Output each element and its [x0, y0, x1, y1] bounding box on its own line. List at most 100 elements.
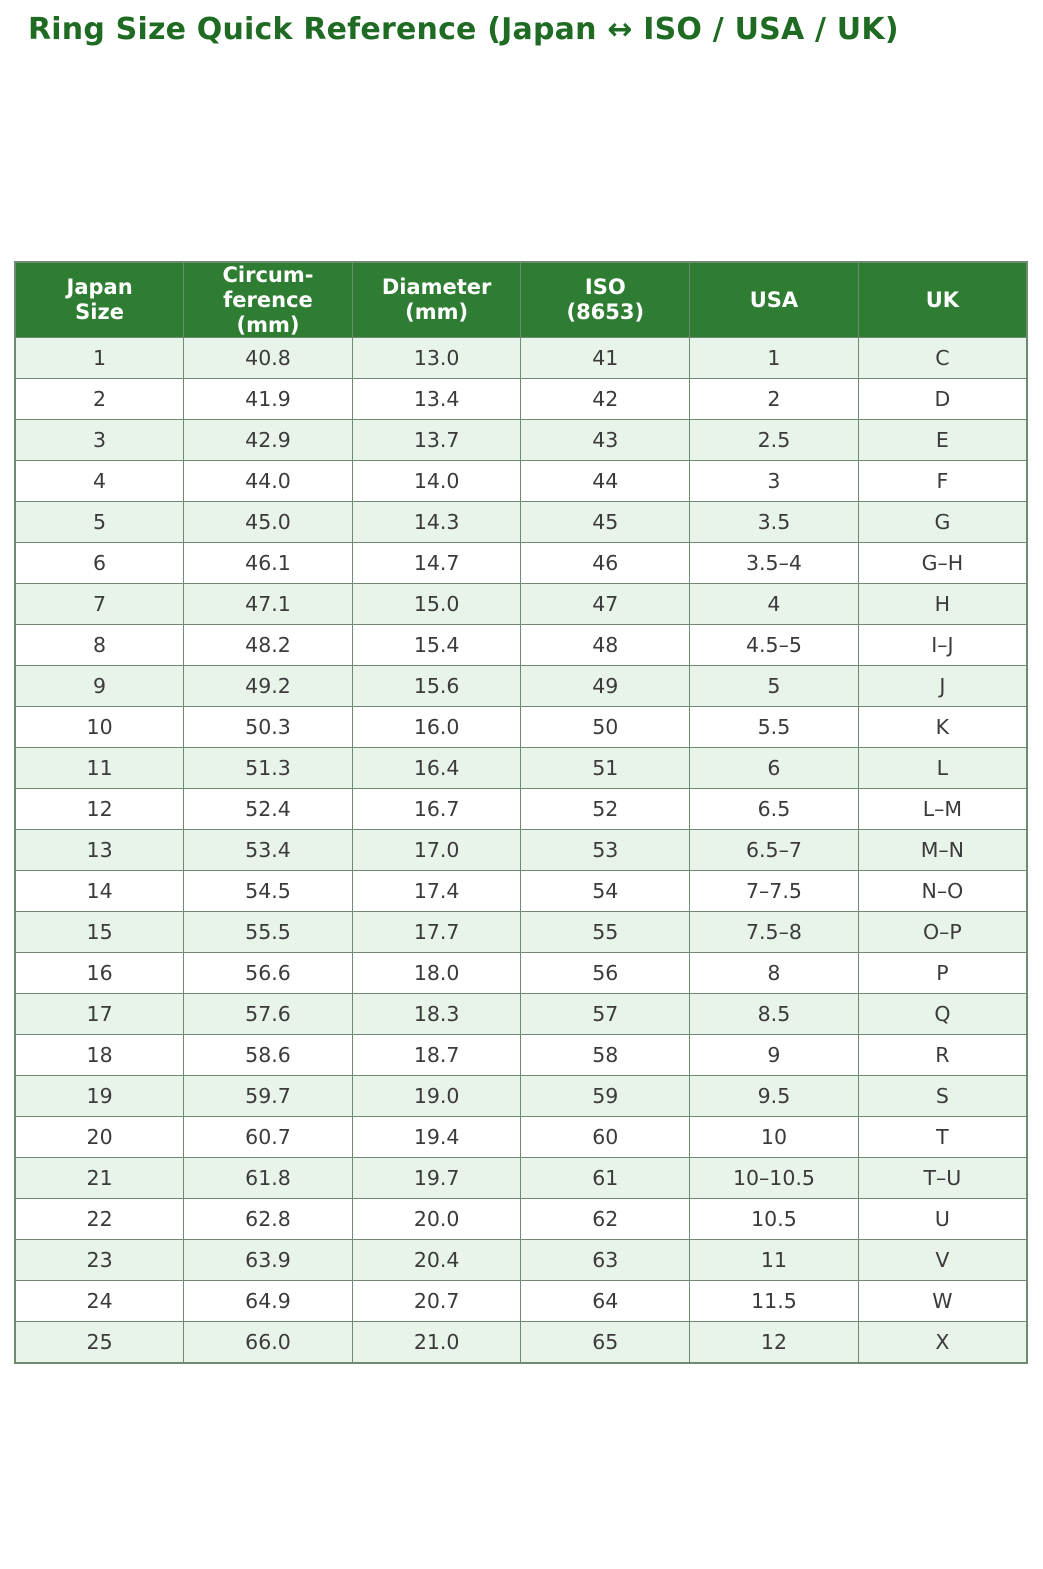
table-cell: F [857, 460, 1028, 503]
table-cell: 65 [520, 1321, 691, 1364]
table-row: 20 60.7 19.4 60 10 T [14, 1116, 1028, 1159]
table-cell: 2 [14, 378, 185, 421]
column-header: Circum- ference (mm) [183, 261, 353, 339]
table-cell: 16.4 [351, 747, 522, 790]
table-cell: 14 [14, 870, 185, 913]
table-cell: 19 [14, 1075, 185, 1118]
table-cell: 5.5 [689, 706, 859, 749]
table-cell: 16 [14, 952, 185, 995]
table-row: 13 53.4 17.0 53 6.5–7 M–N [14, 829, 1028, 872]
table-cell: 49.2 [183, 665, 353, 708]
table-cell: 13.4 [351, 378, 522, 421]
table-cell: 10 [14, 706, 185, 749]
table-cell: T [857, 1116, 1028, 1159]
table-cell: 21.0 [351, 1321, 522, 1364]
table-cell: 58 [520, 1034, 691, 1077]
table-cell: 20.7 [351, 1280, 522, 1323]
table-row: 14 54.5 17.4 54 7–7.5 N–O [14, 870, 1028, 913]
table-cell: 17.0 [351, 829, 522, 872]
table-cell: 48 [520, 624, 691, 667]
table-cell: 61.8 [183, 1157, 353, 1200]
table-cell: 14.7 [351, 542, 522, 585]
table-cell: W [857, 1280, 1028, 1323]
table-header: Japan Size Circum- ference (mm) Diameter (… [14, 261, 1028, 339]
table-cell: 17.4 [351, 870, 522, 913]
column-header: Japan Size [14, 261, 185, 339]
table-cell: 55 [520, 911, 691, 954]
table-cell: 7 [14, 583, 185, 626]
table-row: 1 40.8 13.0 41 1 C [14, 337, 1028, 380]
table-cell: 62 [520, 1198, 691, 1241]
table-cell: 52 [520, 788, 691, 831]
table-cell: 60.7 [183, 1116, 353, 1159]
table-row: 19 59.7 19.0 59 9.5 S [14, 1075, 1028, 1118]
table-cell: 7.5–8 [689, 911, 859, 954]
table-cell: 13.7 [351, 419, 522, 462]
table-cell: I–J [857, 624, 1028, 667]
table-cell: 58.6 [183, 1034, 353, 1077]
table-row: 24 64.9 20.7 64 11.5 W [14, 1280, 1028, 1323]
table-cell: 44.0 [183, 460, 353, 503]
table-cell: 10 [689, 1116, 859, 1159]
table-cell: H [857, 583, 1028, 626]
table-cell: L [857, 747, 1028, 790]
table-row: 10 50.3 16.0 50 5.5 K [14, 706, 1028, 749]
table-cell: 59.7 [183, 1075, 353, 1118]
table-cell: 9 [14, 665, 185, 708]
table-cell: 7–7.5 [689, 870, 859, 913]
table-cell: 49 [520, 665, 691, 708]
table-cell: S [857, 1075, 1028, 1118]
table-cell: 4 [14, 460, 185, 503]
table-row: 22 62.8 20.0 62 10.5 U [14, 1198, 1028, 1241]
table-cell: K [857, 706, 1028, 749]
table-cell: 51 [520, 747, 691, 790]
table-cell: 24 [14, 1280, 185, 1323]
table-cell: G–H [857, 542, 1028, 585]
column-header: UK [857, 261, 1028, 339]
table-row: 18 58.6 18.7 58 9 R [14, 1034, 1028, 1077]
table-header-row: Japan Size Circum- ference (mm) Diameter (… [14, 261, 1028, 339]
table-cell: 50.3 [183, 706, 353, 749]
table-cell: 12 [689, 1321, 859, 1364]
table-cell: 15.0 [351, 583, 522, 626]
table-cell: 18.3 [351, 993, 522, 1036]
table-cell: 11 [689, 1239, 859, 1282]
table-cell: 17.7 [351, 911, 522, 954]
table-cell: 13.0 [351, 337, 522, 380]
table-cell: 9 [689, 1034, 859, 1077]
table-cell: 61 [520, 1157, 691, 1200]
table-cell: 62.8 [183, 1198, 353, 1241]
table-cell: 41.9 [183, 378, 353, 421]
table-cell: C [857, 337, 1028, 380]
table-cell: 44 [520, 460, 691, 503]
table-cell: 45.0 [183, 501, 353, 544]
table-cell: E [857, 419, 1028, 462]
table-cell: 66.0 [183, 1321, 353, 1364]
table-cell: 40.8 [183, 337, 353, 380]
table-cell: 64.9 [183, 1280, 353, 1323]
table-cell: 9.5 [689, 1075, 859, 1118]
table-cell: 6.5–7 [689, 829, 859, 872]
table-cell: 48.2 [183, 624, 353, 667]
table-cell: 15.4 [351, 624, 522, 667]
table-row: 5 45.0 14.3 45 3.5 G [14, 501, 1028, 544]
table-row: 21 61.8 19.7 61 10–10.5 T–U [14, 1157, 1028, 1200]
table-cell: 10.5 [689, 1198, 859, 1241]
table-cell: 10–10.5 [689, 1157, 859, 1200]
table-cell: 4 [689, 583, 859, 626]
table-cell: 54.5 [183, 870, 353, 913]
table-cell: 25 [14, 1321, 185, 1364]
table-row: 6 46.1 14.7 46 3.5–4 G–H [14, 542, 1028, 585]
table-cell: U [857, 1198, 1028, 1241]
ring-size-table: Japan Size Circum- ference (mm) Diameter (… [14, 261, 1028, 1365]
table-cell: 3 [14, 419, 185, 462]
table-cell: 63.9 [183, 1239, 353, 1282]
table-row: 11 51.3 16.4 51 6 L [14, 747, 1028, 790]
table-cell: 52.4 [183, 788, 353, 831]
table-cell: O–P [857, 911, 1028, 954]
table-cell: 6 [14, 542, 185, 585]
table-cell: 46 [520, 542, 691, 585]
table-row: 15 55.5 17.7 55 7.5–8 O–P [14, 911, 1028, 954]
table-cell: 53.4 [183, 829, 353, 872]
